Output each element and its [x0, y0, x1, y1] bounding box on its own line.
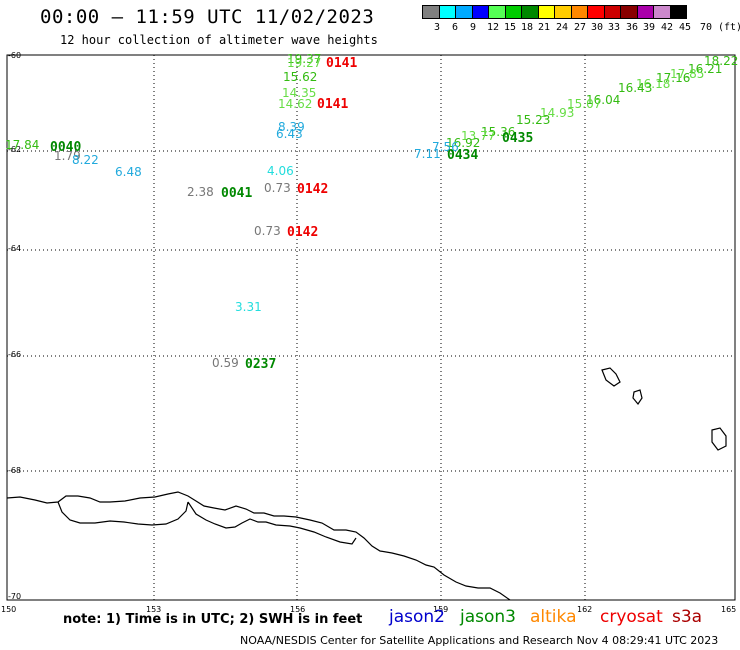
legend-label: 12 — [487, 22, 500, 33]
wave-height-value: 16.92 — [446, 136, 480, 150]
footnote: note: 1) Time is in UTC; 2) SWH is in fe… — [63, 612, 363, 627]
legend-label: 15 — [504, 22, 517, 33]
legend-label: 42 — [661, 22, 674, 33]
latitude-label: -66 — [8, 350, 21, 359]
wave-height-value: 14.93 — [540, 106, 574, 120]
pass-time-label: 0435 — [502, 131, 533, 146]
legend-label: 33 — [608, 22, 621, 33]
coastline-inlet — [57, 501, 357, 545]
wave-height-value: 7.11 — [414, 147, 441, 161]
longitude-label: 159 — [433, 605, 448, 614]
wave-height-value: 7.56 — [432, 140, 459, 154]
pass-time-label: 0237 — [245, 357, 276, 372]
wave-height-value: 15.07 — [567, 97, 601, 111]
wave-height-value: 0.59 — [212, 356, 239, 370]
pass-time-label: 0141 — [326, 56, 357, 71]
latitude-label: -62 — [8, 145, 21, 154]
pass-time-label: 0142 — [287, 225, 318, 240]
legend-swatch — [669, 5, 687, 19]
legend-label: (ft) — [718, 22, 740, 33]
legend-label: 6 — [452, 22, 459, 33]
map-subtitle: 12 hour collection of altimeter wave hei… — [60, 33, 378, 47]
wave-height-value: 0.73 — [264, 181, 291, 195]
satellite-name: jason3 — [460, 607, 516, 627]
wave-height-value: 8.39 — [278, 120, 305, 134]
longitude-label: 156 — [290, 605, 305, 614]
wave-height-value: 6.48 — [115, 165, 142, 179]
wave-height-value: 3.31 — [235, 300, 262, 314]
wave-height-color-legend — [422, 5, 687, 21]
pass-time-label: 0040 — [50, 140, 81, 155]
latitude-label: -60 — [8, 51, 21, 60]
wave-height-value: 0.73 — [254, 224, 281, 238]
satellite-name: jason2 — [389, 607, 445, 627]
wave-height-observations: 18.2216.2117.8517.1616.1816.4316.0415.07… — [5, 52, 738, 370]
satellite-name: cryosat — [600, 607, 663, 627]
wave-height-value: 1.79 — [54, 149, 81, 163]
longitude-label: 162 — [577, 605, 592, 614]
legend-label: 3 — [434, 22, 441, 33]
satellite-name: altika — [530, 607, 577, 627]
legend-label: 18 — [521, 22, 534, 33]
satellite-name: s3a — [672, 607, 703, 627]
longitude-label: 153 — [146, 605, 161, 614]
legend-label: 30 — [591, 22, 604, 33]
longitude-label: 165 — [721, 605, 736, 614]
island-3 — [711, 427, 727, 451]
legend-label: 27 — [574, 22, 587, 33]
legend-label: 70 — [700, 22, 713, 33]
island-1 — [601, 367, 621, 387]
wave-height-value: 4.06 — [267, 164, 294, 178]
wave-height-value: 17.16 — [656, 71, 690, 85]
pass-time-label: 0041 — [221, 186, 252, 201]
credit-line: NOAA/NESDIS Center for Satellite Applica… — [240, 634, 719, 647]
wave-height-value: 16.18 — [636, 77, 670, 91]
axis-tick-labels: -60 -62 -64 -66 -68 -70 150 153 156 159 162 165 — [1, 51, 736, 614]
map-frame — [6, 54, 736, 601]
legend-label: 21 — [538, 22, 551, 33]
legend-label: 39 — [643, 22, 656, 33]
latitude-label: -68 — [8, 466, 21, 475]
grid-lines — [7, 55, 735, 600]
wave-height-value: 15.23 — [516, 113, 550, 127]
pass-time-labels: 0141 0141 0142 0142 0040 0041 0237 0434 0435 — [50, 56, 533, 372]
wave-height-value: 14.35 — [282, 86, 316, 100]
legend-label: 36 — [626, 22, 639, 33]
wave-height-value: 15.62 — [283, 70, 317, 84]
wave-height-value: 2.38 — [187, 185, 214, 199]
wave-height-value: 14.62 — [278, 97, 312, 111]
wave-height-value: 8.22 — [72, 153, 99, 167]
wave-height-value: 17.85 — [670, 67, 704, 81]
wave-height-value: 19.37 — [287, 52, 321, 66]
wave-height-value: 17.84 — [5, 138, 39, 152]
legend-label: 9 — [470, 22, 477, 33]
longitude-label: 150 — [1, 605, 16, 614]
wave-height-value: 13.77 — [461, 129, 495, 143]
wave-height-value: 18.22 — [704, 54, 738, 68]
antarctic-coastline — [6, 491, 511, 601]
wave-height-value: 6.43 — [276, 127, 303, 141]
legend-label: 45 — [679, 22, 692, 33]
wave-height-value: 16.43 — [618, 81, 652, 95]
pass-time-label: 0142 — [297, 182, 328, 197]
legend-label: 24 — [556, 22, 569, 33]
pass-time-label: 0141 — [317, 97, 348, 112]
island-2 — [632, 389, 643, 406]
latitude-label: -70 — [8, 592, 21, 601]
pass-time-label: 0434 — [447, 148, 478, 163]
wave-height-value: 16.21 — [688, 62, 722, 76]
wave-height-value: 15.36 — [481, 125, 515, 139]
latitude-label: -64 — [8, 244, 21, 253]
wave-height-value: 19.27 — [287, 56, 321, 70]
map-title: 00:00 – 11:59 UTC 11/02/2023 — [40, 6, 375, 28]
wave-height-value: 16.04 — [586, 93, 620, 107]
